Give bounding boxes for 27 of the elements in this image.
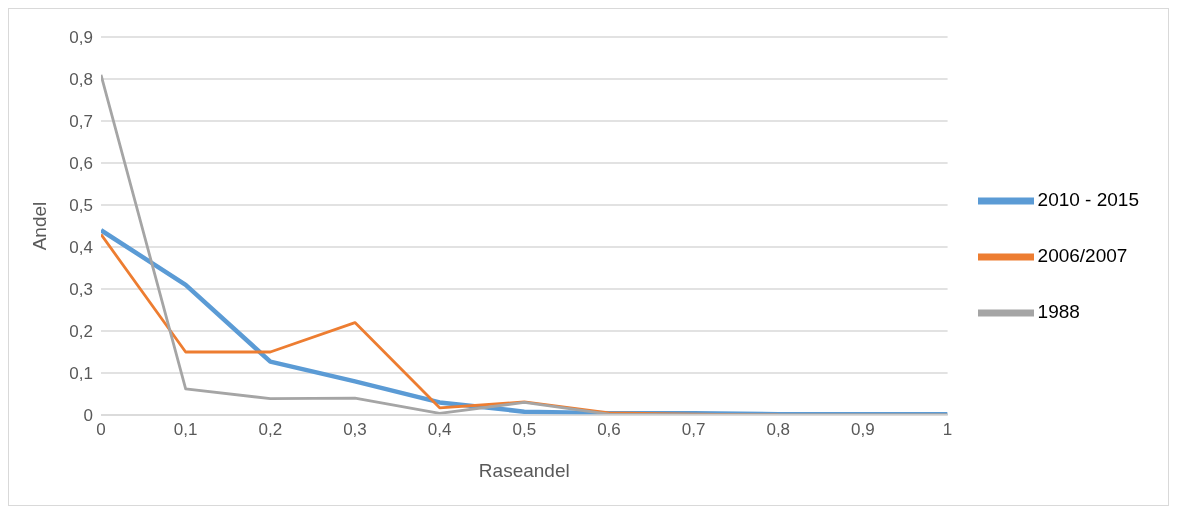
x-tick-label: 1 <box>942 420 953 440</box>
y-axis-title: Andel <box>28 201 50 251</box>
y-tick-label: 0 <box>83 406 93 426</box>
y-tick-label: 0,9 <box>69 28 93 48</box>
y-tick-label: 0,2 <box>69 322 93 342</box>
x-tick-label: 0,5 <box>512 420 537 440</box>
legend-label: 1988 <box>1037 301 1080 323</box>
x-tick-label: 0,2 <box>258 420 283 440</box>
x-tick-label: 0,1 <box>173 420 198 440</box>
y-tick-label: 0,3 <box>69 280 93 300</box>
x-tick-label: 0,7 <box>681 420 706 440</box>
x-tick-label: 0,9 <box>851 420 875 440</box>
x-tick-label: 0,6 <box>597 420 621 440</box>
y-tick-label: 0,5 <box>69 196 93 216</box>
y-tick-label: 0,4 <box>69 238 93 258</box>
y-tick-label: 0,7 <box>69 112 93 132</box>
x-tick-label: 0 <box>96 420 106 440</box>
y-tick-label: 0,8 <box>69 70 93 90</box>
y-tick-label: 0,6 <box>69 154 93 174</box>
x-tick-label: 0,3 <box>343 420 367 440</box>
y-tick-label: 0,1 <box>69 364 93 384</box>
line-series <box>101 73 948 415</box>
legend-label: 2006/2007 <box>1037 245 1128 267</box>
x-tick-label: 0,4 <box>427 420 452 440</box>
legend-label: 2010 - 2015 <box>1037 189 1139 211</box>
x-tick-label: 0,8 <box>766 420 791 440</box>
x-axis-title: Raseandel <box>478 460 570 481</box>
